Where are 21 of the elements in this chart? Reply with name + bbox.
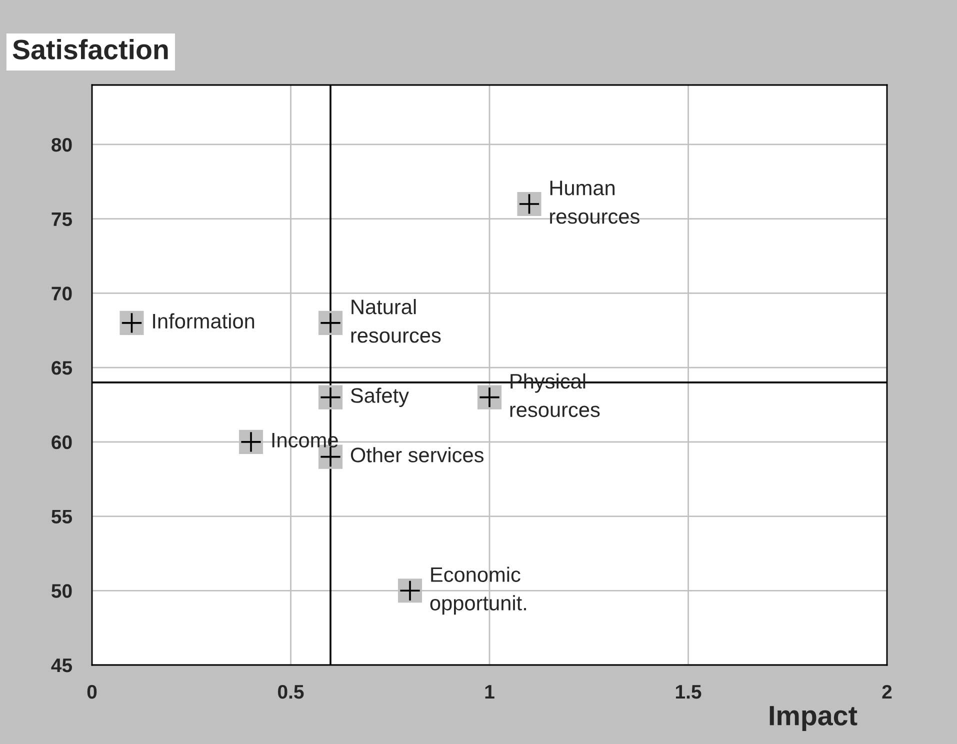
y-tick-label: 65 xyxy=(52,361,72,375)
x-tick-label: 1 xyxy=(485,685,494,699)
y-tick-label: 70 xyxy=(52,286,72,300)
annotation: Natural resources xyxy=(351,299,441,343)
x-tick-label: 0.5 xyxy=(278,684,304,699)
annotation: Information xyxy=(153,313,254,329)
annotation: Safety xyxy=(350,388,409,408)
x-axis-title: Impact xyxy=(770,706,858,731)
annotation: Economic opportunit. xyxy=(430,566,526,615)
x-tick-label: 2 xyxy=(882,684,892,699)
x-tick-label: 1.5 xyxy=(676,685,702,699)
annotation: Other services xyxy=(350,447,484,462)
y-tick-label: 60 xyxy=(52,435,72,450)
y-tick-label: 50 xyxy=(52,584,72,598)
x-tick-label: 0 xyxy=(87,684,97,699)
y-tick-label: 80 xyxy=(52,138,72,152)
y-tick-label: 75 xyxy=(52,212,72,226)
chart-title: Satisfaction xyxy=(12,39,168,60)
annotation: Human resources xyxy=(550,180,640,224)
y-tick-label: 55 xyxy=(52,510,72,524)
y-tick-label: 45 xyxy=(51,658,72,672)
